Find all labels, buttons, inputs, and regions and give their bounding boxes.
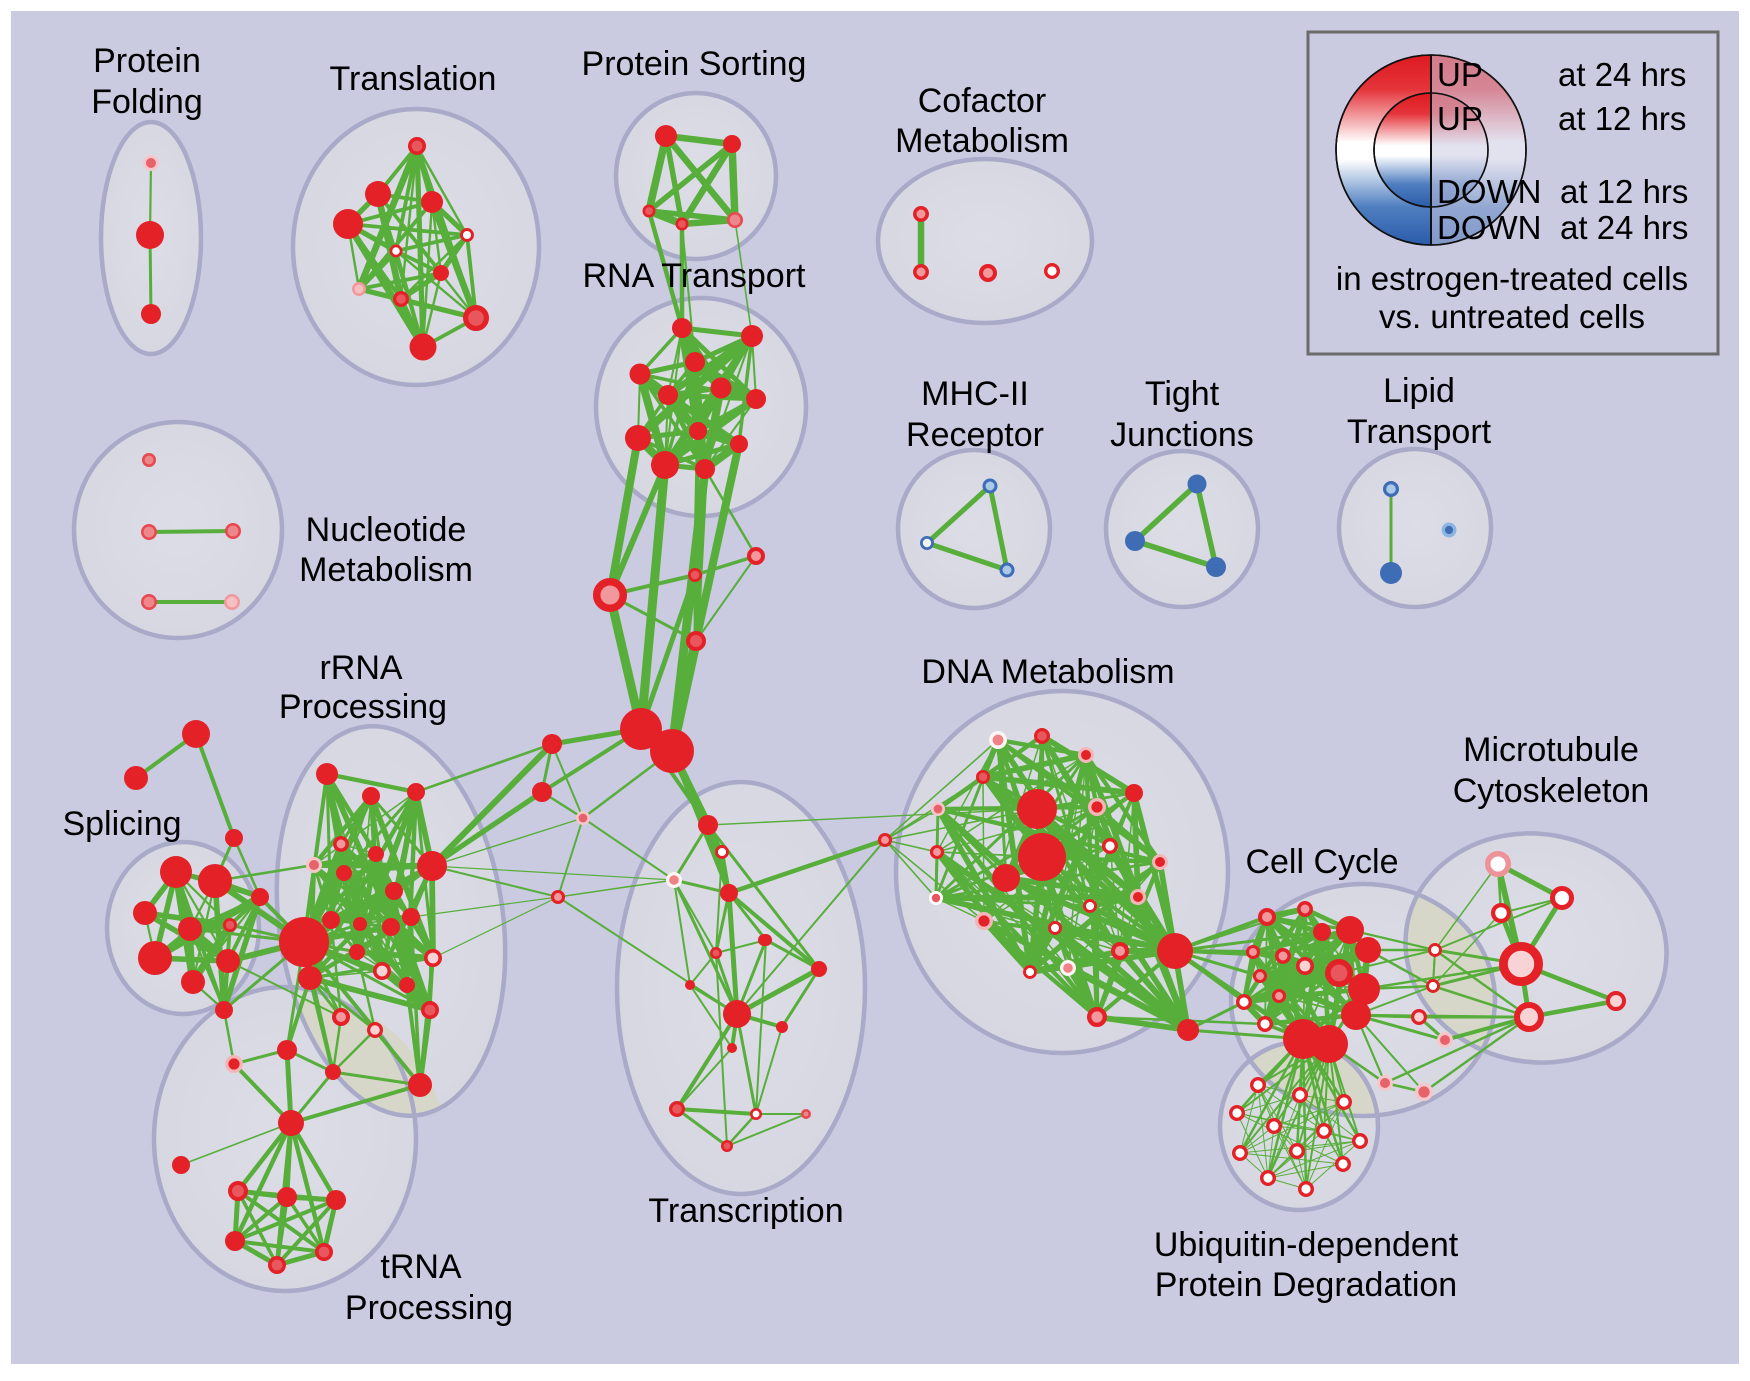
- svg-text:Translation: Translation: [330, 60, 497, 98]
- svg-text:UP: UP: [1437, 56, 1483, 93]
- svg-text:Cell Cycle: Cell Cycle: [1245, 843, 1398, 881]
- svg-text:Cofactor: Cofactor: [918, 82, 1047, 120]
- svg-text:UP: UP: [1437, 100, 1483, 137]
- svg-text:Transport: Transport: [1347, 413, 1492, 451]
- svg-text:Receptor: Receptor: [906, 416, 1044, 454]
- svg-text:Processing: Processing: [345, 1289, 513, 1327]
- svg-text:Nucleotide: Nucleotide: [306, 511, 467, 549]
- svg-text:Metabolism: Metabolism: [299, 551, 473, 589]
- svg-text:rRNA: rRNA: [319, 649, 402, 687]
- svg-text:DOWN: DOWN: [1437, 209, 1541, 246]
- svg-text:Tight: Tight: [1145, 375, 1220, 413]
- svg-text:Protein Sorting: Protein Sorting: [582, 45, 807, 83]
- svg-text:tRNA: tRNA: [380, 1248, 462, 1286]
- svg-text:Splicing: Splicing: [62, 805, 181, 843]
- svg-text:MHC-II: MHC-II: [921, 375, 1029, 413]
- svg-text:Processing: Processing: [279, 688, 447, 726]
- svg-text:in estrogen-treated cells: in estrogen-treated cells: [1336, 260, 1688, 297]
- svg-text:DOWN: DOWN: [1437, 173, 1541, 210]
- svg-text:RNA Transport: RNA Transport: [583, 257, 807, 295]
- svg-text:Microtubule: Microtubule: [1463, 731, 1639, 769]
- svg-text:at 24 hrs: at 24 hrs: [1560, 209, 1688, 246]
- svg-text:Junctions: Junctions: [1110, 416, 1254, 454]
- svg-text:Lipid: Lipid: [1383, 372, 1455, 410]
- svg-text:Transcription: Transcription: [648, 1192, 843, 1230]
- svg-text:at 12 hrs: at 12 hrs: [1560, 173, 1688, 210]
- svg-text:Protein Degradation: Protein Degradation: [1155, 1266, 1457, 1304]
- svg-text:Metabolism: Metabolism: [895, 122, 1069, 160]
- svg-text:Protein: Protein: [93, 42, 201, 80]
- svg-text:vs. untreated cells: vs. untreated cells: [1379, 298, 1645, 335]
- svg-text:at 12 hrs: at 12 hrs: [1558, 100, 1686, 137]
- svg-text:Folding: Folding: [91, 83, 203, 121]
- svg-text:Ubiquitin-dependent: Ubiquitin-dependent: [1154, 1226, 1459, 1264]
- svg-text:Cytoskeleton: Cytoskeleton: [1453, 772, 1650, 810]
- svg-text:at 24 hrs: at 24 hrs: [1558, 56, 1686, 93]
- svg-text:DNA Metabolism: DNA Metabolism: [921, 653, 1174, 691]
